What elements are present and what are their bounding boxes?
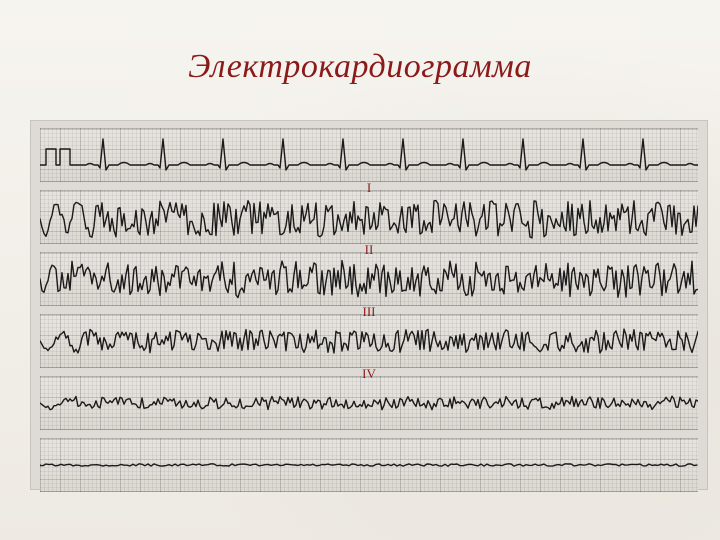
lead-label-ii: II (30, 242, 708, 258)
ecg-panel: IIIIIIIV (30, 120, 708, 490)
ecg-trace (40, 329, 698, 353)
strip-4-coarse-vf (40, 314, 698, 368)
strip-5-fine-vf (40, 376, 698, 430)
lead-label-iv: IV (30, 366, 708, 382)
ecg-trace (40, 201, 698, 238)
strip-3-vflutter (40, 252, 698, 306)
lead-label-iii: III (30, 304, 708, 320)
ecg-trace (40, 396, 698, 410)
strip-2-vtach (40, 190, 698, 244)
ecg-trace (40, 261, 698, 298)
strip-1-normal-sinus (40, 128, 698, 182)
ecg-trace (40, 464, 697, 466)
strip-6-asystole (40, 438, 698, 492)
slide-title: Электрокардиограмма (0, 48, 720, 86)
ecg-trace (40, 139, 698, 170)
lead-label-i: I (30, 180, 708, 196)
